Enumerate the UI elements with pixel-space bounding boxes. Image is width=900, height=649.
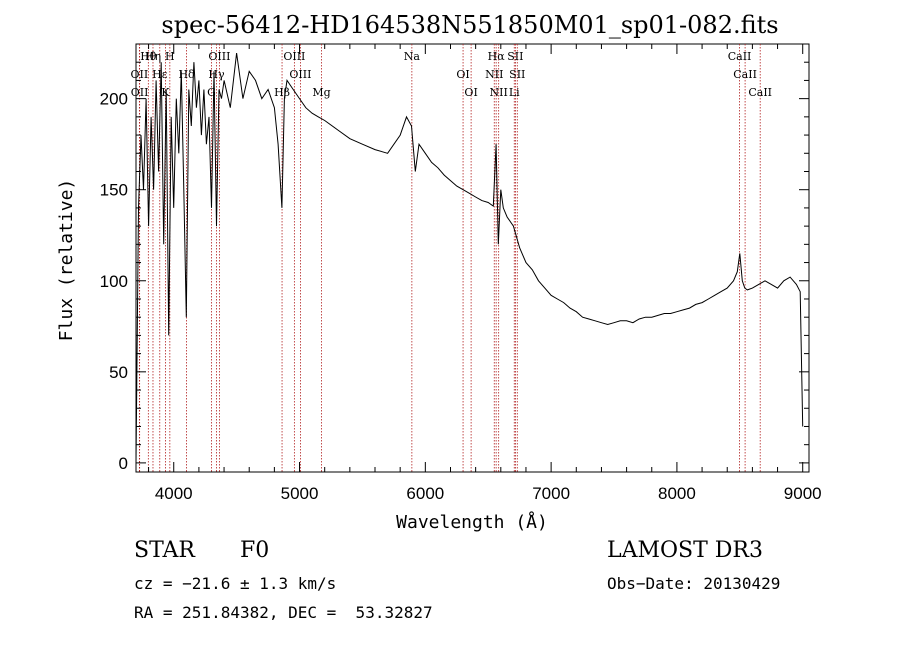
y-axis-ticks: 0 50 100 150 200 <box>100 61 809 473</box>
x-tick-label: 8000 <box>658 484 696 503</box>
x-tick-label: 6000 <box>406 484 444 503</box>
line-marker-label: OI <box>456 68 469 81</box>
spectrum-chart: spec-56412-HD164538N551850M01_sp01-082.f… <box>56 11 822 533</box>
line-marker-label: NII <box>490 86 508 99</box>
x-tick-label: 9000 <box>784 484 822 503</box>
line-marker-label: OI <box>464 86 477 99</box>
line-marker-label: Li <box>509 86 520 99</box>
object-subclass: F0 <box>240 538 270 563</box>
flux-series-line <box>135 53 804 463</box>
line-marker-label: SII <box>509 68 525 81</box>
line-marker-label: OII <box>131 86 149 99</box>
x-tick-label: 4000 <box>155 484 193 503</box>
line-marker-label: Hη <box>145 50 161 63</box>
y-tick-label: 200 <box>100 90 128 109</box>
line-marker-label: NII <box>485 68 503 81</box>
y-axis-label: Flux (relative) <box>56 179 77 342</box>
coordinates: RA = 251.84382, DEC = 53.32827 <box>134 603 433 622</box>
line-marker-label: Hε <box>152 68 168 81</box>
line-marker-label: Hα <box>488 50 506 63</box>
x-tick-label: 5000 <box>281 484 319 503</box>
line-marker-label: Hβ <box>274 86 290 99</box>
line-marker-label: G <box>207 86 216 99</box>
line-marker-label: Mg <box>312 86 330 99</box>
x-tick-label: 7000 <box>532 484 570 503</box>
x-axis-label: Wavelength (Å) <box>396 511 548 533</box>
y-tick-label: 50 <box>109 363 128 382</box>
line-marker-label: OII <box>131 68 149 81</box>
chart-title: spec-56412-HD164538N551850M01_sp01-082.f… <box>161 11 778 39</box>
line-marker-label: Hδ <box>178 68 195 81</box>
y-tick-label: 100 <box>100 272 128 291</box>
survey-name: LAMOST DR3 <box>607 538 763 563</box>
line-marker-label: H <box>165 50 175 63</box>
observation-date: Obs−Date: 20130429 <box>607 574 781 593</box>
x-axis-ticks: 4000 5000 6000 7000 8000 9000 <box>148 44 822 503</box>
y-tick-label: 0 <box>119 454 128 473</box>
line-marker-label: Hθ <box>140 50 157 63</box>
line-marker-label: Hγ <box>208 68 225 81</box>
line-marker-label: CaII <box>748 86 772 99</box>
plot-frame <box>135 43 810 473</box>
line-marker-label: OIII <box>289 68 311 81</box>
line-marker-label: CaII <box>728 50 752 63</box>
line-marker-label: Na <box>404 50 421 63</box>
line-marker-label: OIII <box>283 50 305 63</box>
line-marker-label: SII <box>507 50 523 63</box>
object-class: STAR <box>134 538 195 563</box>
y-tick-label: 150 <box>100 181 128 200</box>
line-marker-label: OIII <box>208 50 230 63</box>
line-markers <box>138 44 761 472</box>
redshift-velocity: cz = −21.6 ± 1.3 km/s <box>134 574 337 593</box>
line-marker-label: CaII <box>733 68 757 81</box>
